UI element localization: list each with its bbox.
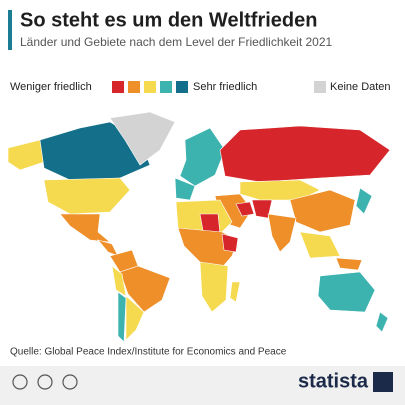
india	[267, 213, 297, 253]
japan	[355, 187, 373, 215]
legend-swatch	[144, 81, 156, 93]
brazil	[119, 265, 171, 313]
title-accent	[8, 10, 12, 50]
afghanistan	[251, 199, 273, 219]
horn-of-africa	[221, 233, 239, 253]
southern-africa	[199, 261, 229, 313]
madagascar	[229, 281, 241, 303]
legend-no-data-label: Keine Daten	[330, 81, 391, 93]
argentina	[125, 295, 145, 341]
greenland	[109, 111, 176, 166]
australia	[317, 271, 376, 313]
legend-right-label: Sehr friedlich	[193, 81, 257, 93]
legend: Weniger friedlich Sehr friedlich Keine D…	[10, 81, 391, 93]
legend-swatch	[128, 81, 140, 93]
license-icons	[12, 374, 78, 390]
legend-no-data-swatch	[314, 81, 326, 93]
russia	[219, 125, 391, 183]
central-america	[97, 239, 119, 257]
legend-left-label: Weniger friedlich	[10, 81, 92, 93]
syria-iraq	[235, 201, 255, 217]
europe	[179, 127, 226, 187]
legend-swatch	[176, 81, 188, 93]
brand-logo	[373, 372, 393, 392]
subtitle: Länder und Gebiete nach dem Level der Fr…	[20, 35, 333, 49]
title: So steht es um den Weltfrieden	[20, 9, 317, 31]
world-map	[7, 111, 391, 343]
alaska	[7, 139, 45, 171]
footer-bar	[0, 366, 405, 405]
source: Quelle: Global Peace Index/Institute for…	[10, 347, 287, 358]
new-zealand	[375, 311, 389, 333]
chile	[117, 291, 127, 343]
china	[289, 189, 356, 233]
iberia	[174, 177, 196, 201]
legend-swatch	[160, 81, 172, 93]
southeast-asia	[299, 231, 341, 259]
mexico	[59, 213, 111, 243]
indonesia	[335, 257, 363, 271]
brand: statista	[298, 370, 369, 392]
usa	[43, 177, 131, 215]
legend-swatch	[112, 81, 124, 93]
